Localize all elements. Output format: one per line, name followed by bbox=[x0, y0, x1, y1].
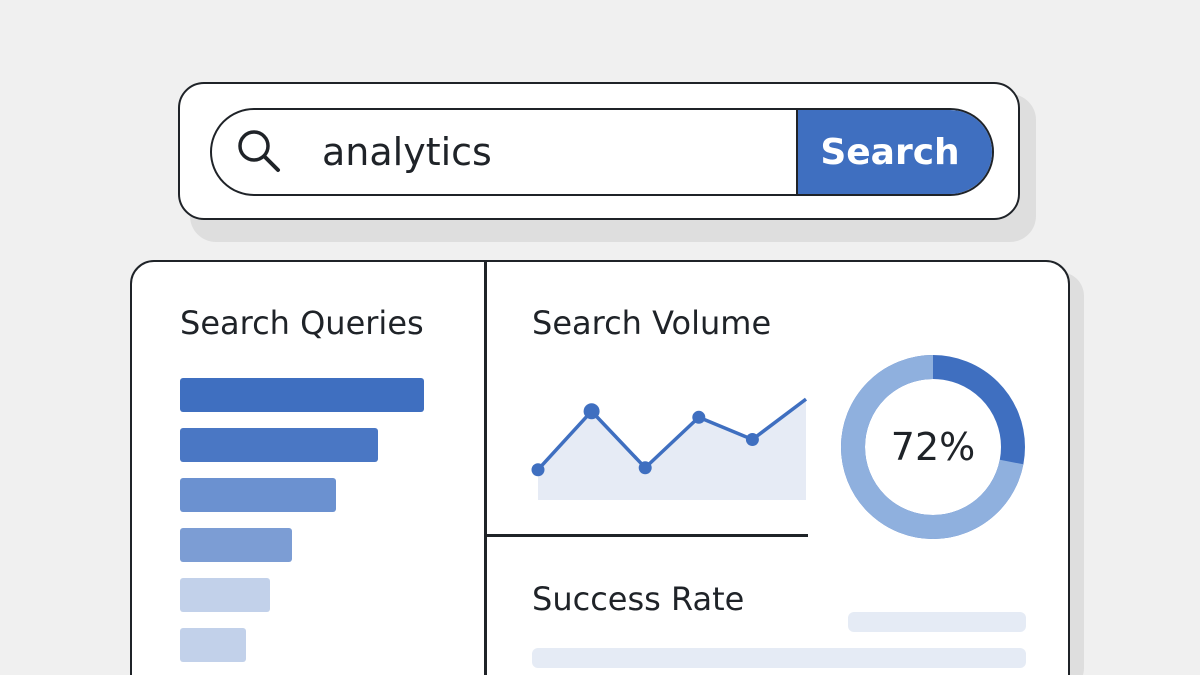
search-queries-title: Search Queries bbox=[180, 304, 424, 342]
success-donut-chart: 72% bbox=[841, 355, 1025, 539]
query-bar bbox=[180, 428, 378, 462]
search-volume-line-chart bbox=[531, 397, 808, 500]
volume-point bbox=[745, 432, 759, 446]
search-card: Search bbox=[178, 82, 1020, 220]
volume-point bbox=[531, 463, 545, 477]
volume-line bbox=[536, 397, 808, 471]
success-rate-placeholder-bar bbox=[532, 648, 1026, 668]
search-queries-bar-chart bbox=[180, 378, 440, 675]
success-rate-placeholder-bar bbox=[848, 612, 1026, 632]
volume-point bbox=[692, 410, 706, 424]
search-icon bbox=[212, 110, 308, 194]
donut-percentage-label: 72% bbox=[891, 425, 975, 469]
query-bar bbox=[180, 578, 270, 612]
panel-divider-horizontal bbox=[486, 534, 808, 537]
query-bar bbox=[180, 528, 292, 562]
dashboard-panel: Search Queries Search Volume 72% Success… bbox=[130, 260, 1070, 675]
donut-filled-arc bbox=[841, 355, 1025, 539]
search-input[interactable] bbox=[308, 110, 796, 194]
query-bar bbox=[180, 378, 424, 412]
query-bar bbox=[180, 478, 336, 512]
search-button[interactable]: Search bbox=[796, 110, 992, 194]
volume-point bbox=[583, 403, 600, 420]
query-bar bbox=[180, 628, 246, 662]
panel-divider-vertical bbox=[484, 262, 487, 675]
search-volume-title: Search Volume bbox=[532, 304, 772, 342]
volume-area bbox=[538, 399, 806, 500]
volume-point bbox=[638, 461, 652, 475]
search-bar: Search bbox=[210, 108, 994, 196]
success-rate-title: Success Rate bbox=[532, 580, 745, 618]
